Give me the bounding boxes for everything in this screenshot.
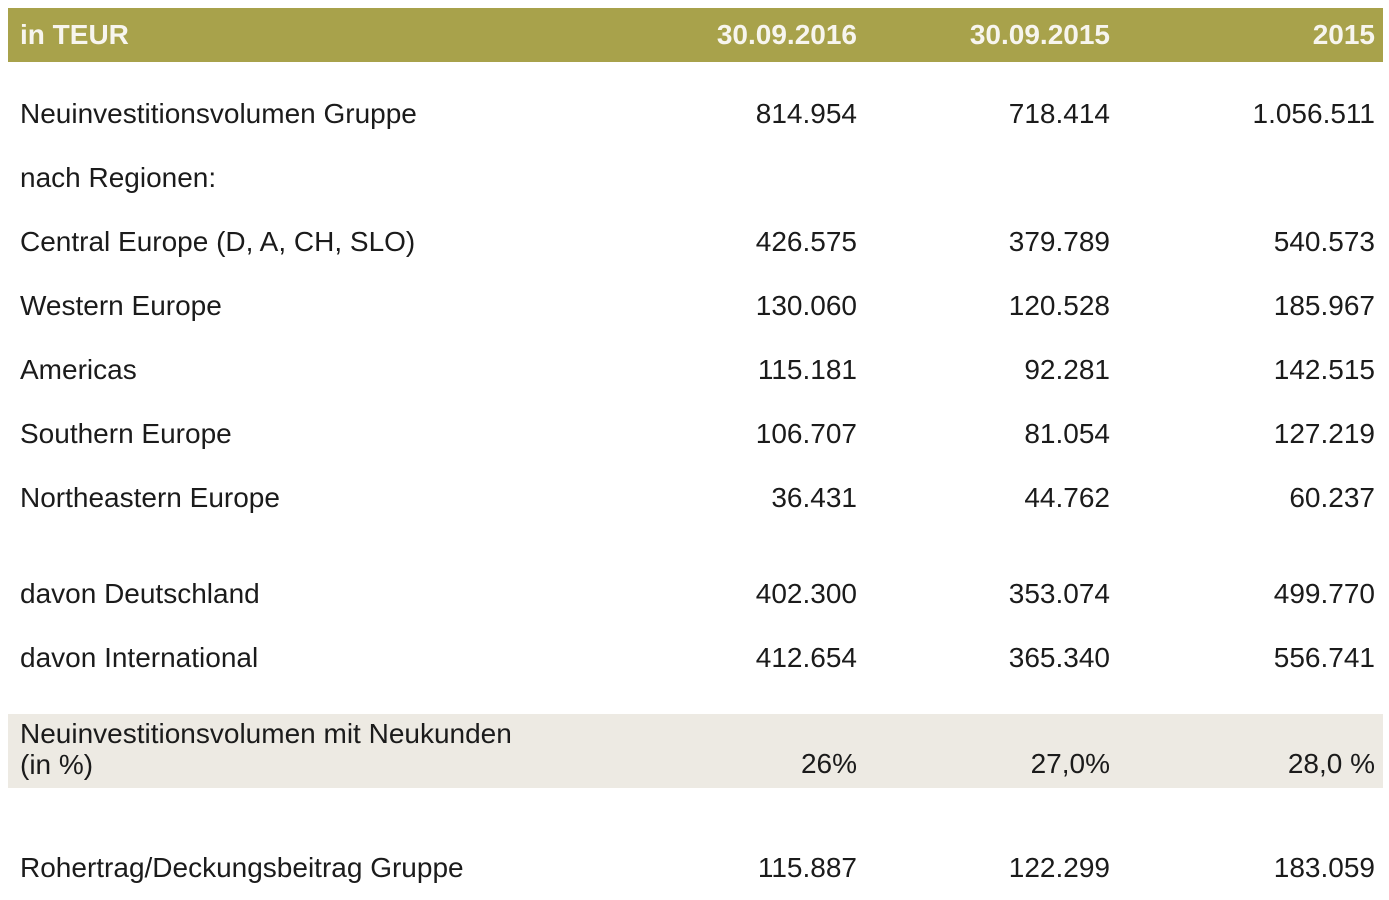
row-label: davon Deutschland <box>20 578 260 609</box>
financial-results-table: in TEUR 30.09.2016 30.09.2015 2015 Neuin… <box>8 8 1383 900</box>
table-row-central-europe: Central Europe (D, A, CH, SLO) 426.575 3… <box>8 210 1383 274</box>
table-row-southern-europe: Southern Europe 106.707 81.054 127.219 <box>8 402 1383 466</box>
table-row-neuinvestitionsvolumen-neukunden: Neuinvestitionsvolumen mit Neukunden (in… <box>8 714 1383 788</box>
cell-value: 115.887 <box>757 852 857 883</box>
row-label: davon International <box>20 642 259 673</box>
cell-value: 36.431 <box>771 482 857 513</box>
table-row-northeastern-europe: Northeastern Europe 36.431 44.762 60.237 <box>8 466 1383 530</box>
cell-value: 127.219 <box>1273 418 1375 449</box>
cell-value: 44.762 <box>1024 482 1110 513</box>
cell-value: 1.056.511 <box>1252 98 1376 129</box>
spacer-row <box>8 788 1383 836</box>
row-label: Neuinvestitionsvolumen Gruppe <box>20 98 417 129</box>
spacer-row <box>8 690 1383 714</box>
table-row-western-europe: Western Europe 130.060 120.528 185.967 <box>8 274 1383 338</box>
row-label: Northeastern Europe <box>20 482 280 513</box>
row-label-line-1: Neuinvestitionsvolumen mit Neukunden <box>20 718 512 749</box>
row-label: Southern Europe <box>20 418 232 449</box>
cell-value: 814.954 <box>755 98 857 129</box>
cell-value: 426.575 <box>755 226 857 257</box>
cell-value: 115.181 <box>757 354 857 385</box>
cell-value <box>608 146 857 210</box>
cell-value: 402.300 <box>755 578 857 609</box>
table-row-rohertrag-deckungsbeitrag: Rohertrag/Deckungsbeitrag Gruppe 115.887… <box>8 836 1383 900</box>
table-header-row: in TEUR 30.09.2016 30.09.2015 2015 <box>8 8 1383 62</box>
cell-value: 379.789 <box>1008 226 1110 257</box>
cell-value: 353.074 <box>1008 578 1110 609</box>
header-col-period-3: 2015 <box>1110 8 1383 62</box>
cell-value: 60.237 <box>1289 482 1375 513</box>
table-row-davon-deutschland: davon Deutschland 402.300 353.074 499.77… <box>8 562 1383 626</box>
row-label: Neuinvestitionsvolumen mit Neukunden (in… <box>8 714 608 788</box>
header-unit-label: in TEUR <box>8 8 608 62</box>
table-row-nach-regionen: nach Regionen: <box>8 146 1383 210</box>
header-col-period-2: 30.09.2015 <box>857 8 1110 62</box>
cell-value: 120.528 <box>1008 290 1110 321</box>
spacer-row <box>8 530 1383 562</box>
cell-value: 92.281 <box>1024 354 1110 385</box>
cell-value: 106.707 <box>755 418 857 449</box>
row-label: Western Europe <box>20 290 222 321</box>
cell-value: 142.515 <box>1273 354 1375 385</box>
cell-value: 26% <box>608 714 857 788</box>
cell-value: 183.059 <box>1273 852 1375 883</box>
cell-value: 27,0% <box>857 714 1110 788</box>
cell-value: 499.770 <box>1273 578 1375 609</box>
row-label: Rohertrag/Deckungsbeitrag Gruppe <box>20 852 464 883</box>
cell-value: 556.741 <box>1273 642 1375 673</box>
cell-value <box>857 146 1110 210</box>
cell-value: 81.054 <box>1024 418 1110 449</box>
cell-value: 365.340 <box>1008 642 1110 673</box>
spacer-row <box>8 62 1383 82</box>
cell-value <box>1110 146 1383 210</box>
cell-value: 130.060 <box>755 290 857 321</box>
cell-value: 540.573 <box>1273 226 1375 257</box>
table-row-americas: Americas 115.181 92.281 142.515 <box>8 338 1383 402</box>
table-row-davon-international: davon International 412.654 365.340 556.… <box>8 626 1383 690</box>
row-label: Central Europe (D, A, CH, SLO) <box>20 226 416 257</box>
table-row-neuinvestitionsvolumen-gruppe: Neuinvestitionsvolumen Gruppe 814.954 71… <box>8 82 1383 146</box>
header-col-period-1: 30.09.2016 <box>608 8 857 62</box>
cell-value: 412.654 <box>755 642 857 673</box>
cell-value: 718.414 <box>1008 98 1110 129</box>
row-label: nach Regionen: <box>20 162 217 193</box>
row-label: Americas <box>20 354 137 385</box>
cell-value: 122.299 <box>1008 852 1110 883</box>
cell-value: 28,0 % <box>1110 714 1383 788</box>
row-label-line-2: (in %) <box>20 749 94 780</box>
cell-value: 185.967 <box>1273 290 1375 321</box>
